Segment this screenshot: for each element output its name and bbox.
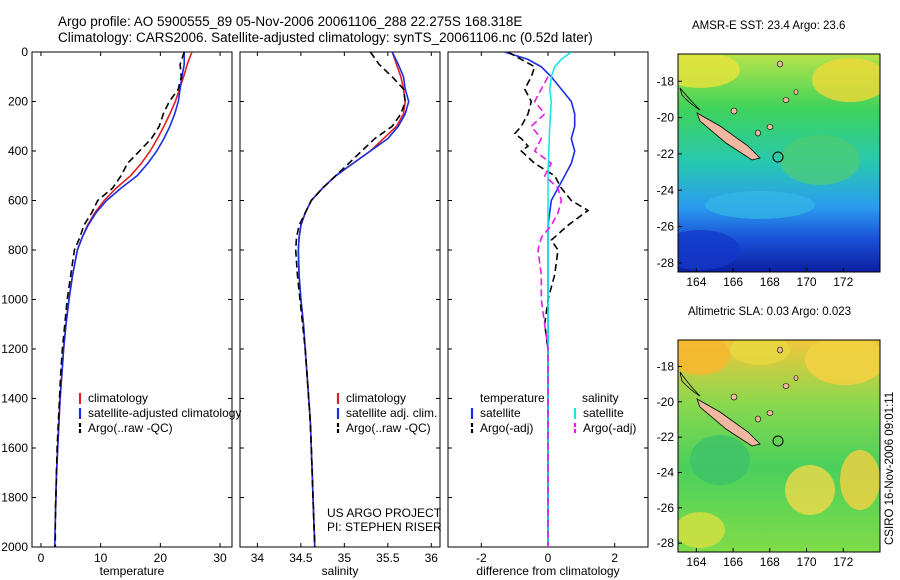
y-tick-label: 200 [8, 95, 28, 109]
map-y-tick-label: -18 [657, 360, 675, 374]
sla-map-axes: 164 166 168 170 172 -18 -20 -22 -24 -26 -28 [657, 360, 854, 570]
map-x-tick-label: 168 [760, 555, 780, 569]
panel-salinity: 34 34.5 35 35.5 36 salinity [239, 51, 441, 578]
pi-annotation: PI: STEPHEN RISER [327, 520, 442, 534]
x-tick-label: 36 [425, 551, 439, 565]
sla-map [677, 339, 881, 553]
x-tick-label: 30 [213, 551, 227, 565]
legend-difference: temperaturesatelliteArgo(-adj)salinitysa… [470, 391, 636, 435]
x-axis-label: difference from climatology [476, 564, 619, 578]
legend-label: Argo(-adj) [583, 421, 636, 435]
series-line-salinity-2 [294, 52, 407, 547]
map-x-tick-label: 164 [686, 275, 706, 289]
y-tick-label: 0 [21, 45, 28, 59]
map-x-tick-label: 166 [723, 275, 743, 289]
map-y-tick-label: -26 [657, 220, 675, 234]
x-axis-label: salinity [322, 564, 359, 578]
map-y-tick-label: -28 [657, 256, 675, 270]
legend-label: climatology [346, 391, 406, 405]
series-line-difference-2 [547, 52, 572, 547]
x-tick-label: 0 [545, 551, 552, 565]
map-x-tick-label: 170 [797, 275, 817, 289]
map-x-tick-label: 172 [833, 275, 853, 289]
x-tick-label: 35 [338, 551, 352, 565]
map-x-tick-label: 168 [760, 275, 780, 289]
x-tick-label: 2 [611, 551, 618, 565]
map-y-tick-label: -24 [657, 466, 675, 480]
legend-label: climatology [88, 391, 148, 405]
sla-map-title: Altimetric SLA: 0.03 Argo: 0.023 [688, 306, 852, 318]
x-tick-label: 35.5 [376, 551, 400, 565]
map-y-tick-label: -22 [657, 147, 675, 161]
header-line-1: Argo profile: AO 5900555_89 05-Nov-2006 … [58, 14, 523, 29]
map-y-tick-label: -20 [657, 395, 675, 409]
y-tick-label: 400 [8, 144, 28, 158]
sst-map-title: AMSR-E SST: 23.4 Argo: 23.6 [692, 20, 846, 32]
legend-heading-temperature: temperature [480, 391, 545, 405]
legend-label: satellite-adjusted climatology [88, 406, 241, 420]
y-tick-label: 600 [8, 194, 28, 208]
y-tick-label: 800 [8, 243, 28, 257]
map-y-tick-label: -18 [657, 74, 675, 88]
map-y-tick-label: -22 [657, 430, 675, 444]
x-tick-label: 10 [94, 551, 108, 565]
map-y-tick-label: -20 [657, 111, 675, 125]
legend-label: satellite adj. clim. [346, 406, 437, 420]
y-tick-label: 1000 [1, 293, 28, 307]
y-tick-label: 1200 [1, 342, 28, 356]
map-x-tick-label: 164 [686, 555, 706, 569]
series-line-difference-1 [507, 52, 590, 547]
legend-label: Argo(..raw -QC) [88, 421, 173, 435]
x-tick-label: 20 [154, 551, 168, 565]
y-tick-label: 1400 [1, 392, 28, 406]
y-tick-label: 1800 [1, 491, 28, 505]
map-x-tick-label: 166 [723, 555, 743, 569]
x-tick-label: 34 [251, 551, 265, 565]
plot-frame [239, 51, 441, 548]
map-y-tick-label: -24 [657, 183, 675, 197]
y-tick-label: 1600 [1, 441, 28, 455]
series-line-difference-3 [530, 76, 563, 547]
x-tick-label: -2 [476, 551, 487, 565]
y-tick-label: 2000 [1, 540, 28, 554]
series-line-temperature-1 [53, 52, 185, 547]
x-tick-label: 34.5 [289, 551, 313, 565]
header-line-2: Climatology: CARS2006. Satellite-adjuste… [58, 30, 593, 45]
map-x-tick-label: 170 [797, 555, 817, 569]
x-tick-label: 0 [38, 551, 45, 565]
sst-map-axes: 164 166 168 170 172 -18 -20 -22 -24 -26 -28 [657, 74, 854, 289]
legend-label: Argo(-adj) [480, 421, 533, 435]
legend-heading-salinity: salinity [582, 391, 619, 405]
sst-map [677, 53, 881, 273]
map-y-tick-label: -26 [657, 501, 675, 515]
panel-temperature: 0 10 20 30 temperature 0 200 400 600 800 1000 1200 1… [1, 45, 233, 578]
plot-frame [31, 51, 233, 548]
project-annotation: US ARGO PROJECT [327, 506, 442, 520]
map-y-tick-label: -28 [657, 536, 675, 550]
legend-label: satellite [480, 406, 521, 420]
x-axis-label: temperature [100, 564, 165, 578]
legend-label: Argo(..raw -QC) [346, 421, 431, 435]
map-x-tick-label: 172 [833, 555, 853, 569]
legend-label: satellite [583, 406, 624, 420]
